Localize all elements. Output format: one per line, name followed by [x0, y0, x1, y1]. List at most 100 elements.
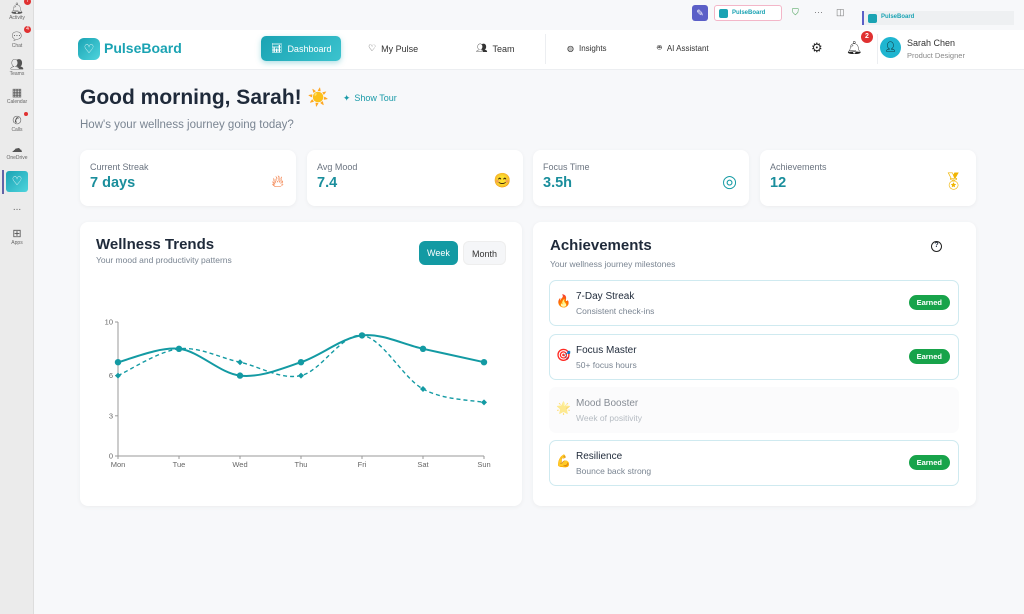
- card-subtitle: Your wellness journey milestones: [550, 259, 676, 269]
- page-subtitle: How's your wellness journey going today?: [80, 119, 294, 131]
- rail-label: Calls: [11, 127, 23, 133]
- heart-icon: ♡: [368, 43, 377, 53]
- achievement-title: 7-Day Streak: [576, 291, 635, 302]
- calendar-icon: ▦: [11, 87, 23, 99]
- stat-label: Achievements: [770, 162, 827, 172]
- rail-onedrive[interactable]: ☁︎ OneDrive: [0, 143, 34, 161]
- x-tick-label: Sat: [417, 460, 429, 469]
- nav-dashboard[interactable]: 📊︎ Dashboard: [261, 36, 342, 61]
- nav-my-pulse[interactable]: ♡ My Pulse: [358, 36, 428, 61]
- data-point-dashed: [176, 345, 182, 352]
- users-icon: 👥︎: [476, 43, 488, 53]
- brain-icon: ◍: [567, 44, 574, 53]
- sidebar-toggle-icon[interactable]: ◫: [836, 7, 845, 17]
- calls-dot: [24, 112, 28, 116]
- nav-ai-assistant[interactable]: 🤖︎ AI Assistant: [647, 36, 719, 61]
- header: ♡ PulseBoard 📊︎ Dashboard ♡ My Pulse 👥︎ Tea…: [35, 30, 1024, 70]
- card-subtitle: Your mood and productivity patterns: [96, 255, 232, 265]
- month-toggle[interactable]: Month: [463, 241, 507, 265]
- stat-card-mood: Avg Mood 7.4 😊: [307, 150, 523, 206]
- wellness-trends-card: Wellness Trends Your mood and productivi…: [80, 222, 522, 506]
- card-title: Wellness Trends: [96, 236, 215, 253]
- compose-icon[interactable]: ✎: [692, 5, 708, 21]
- series-line-dashed: [117, 334, 485, 404]
- smile-icon: 😊: [493, 172, 511, 188]
- rail-more[interactable]: ...: [12, 202, 22, 213]
- nav-insights[interactable]: ◍ Insights: [557, 36, 617, 61]
- nav-label: Dashboard: [287, 43, 332, 54]
- nav-label: Team: [492, 43, 515, 54]
- nav-label: AI Assistant: [666, 44, 709, 53]
- show-tour-button[interactable]: ✦ Show Tour: [343, 93, 397, 104]
- y-tick-label: 6: [109, 371, 113, 380]
- target-icon: 🎯: [556, 348, 571, 362]
- achievement-desc: Bounce back strong: [576, 466, 652, 476]
- achievement-item[interactable]: 💪 Resilience Bounce back strong Earned: [549, 440, 959, 486]
- stat-value: 7 days: [90, 175, 136, 191]
- rail-chat[interactable]: 💬︎ 4 Chat: [0, 26, 34, 49]
- notification-bell-icon[interactable]: 🔔︎: [846, 40, 863, 55]
- stat-label: Avg Mood: [317, 162, 358, 172]
- app-rail: 🔔︎ 7 Activity 💬︎ 4 Chat 👥︎ Teams ▦ Calendar ✆ C…: [0, 0, 34, 614]
- app-icon: [868, 14, 877, 23]
- user-name: Sarah Chen: [907, 38, 956, 48]
- robot-icon: 🤖︎: [657, 43, 662, 52]
- achievement-item-locked[interactable]: 🌟 Mood Booster Week of positivity: [549, 387, 959, 433]
- rail-activity[interactable]: 🔔︎ 7 Activity: [0, 0, 34, 21]
- stat-value: 3.5h: [543, 175, 573, 191]
- rail-teams[interactable]: 👥︎ Teams: [0, 59, 34, 77]
- help-icon[interactable]: ?: [931, 241, 942, 252]
- nav-label: Insights: [578, 44, 607, 53]
- bell-icon: 🔔︎: [10, 3, 24, 15]
- earned-badge: Earned: [908, 295, 950, 310]
- data-point-solid: [236, 372, 244, 379]
- rail-calls[interactable]: ✆ Calls: [0, 112, 34, 133]
- settings-gear-icon[interactable]: ⚙: [811, 40, 823, 55]
- greeting-row: Good morning, Sarah! ☀️ ✦ Show Tour: [80, 86, 397, 110]
- achievement-desc: Week of positivity: [576, 413, 642, 423]
- x-tick-label: Wed: [232, 460, 247, 469]
- user-role: Product Designer: [907, 51, 965, 60]
- teams-icon: 👥︎: [10, 59, 24, 71]
- data-point-solid: [114, 359, 122, 366]
- tour-label: Show Tour: [354, 93, 397, 103]
- nav-label: My Pulse: [381, 43, 419, 54]
- side-tab[interactable]: PulseBoard: [862, 11, 1014, 25]
- data-point-dashed: [298, 372, 304, 379]
- star-icon: 🌟: [556, 401, 571, 415]
- rail-apps[interactable]: ⊞ Apps: [0, 228, 34, 246]
- brand[interactable]: PulseBoard: [104, 40, 182, 56]
- earned-badge: Earned: [908, 349, 950, 364]
- award-icon: 🏅︎: [942, 172, 964, 191]
- achievement-item[interactable]: 🔥 7-Day Streak Consistent check-ins Earned: [549, 280, 959, 326]
- achievements-card: Achievements Your wellness journey miles…: [533, 222, 976, 506]
- rail-label: Teams: [9, 71, 25, 77]
- achievement-item[interactable]: 🎯 Focus Master 50+ focus hours Earned: [549, 334, 959, 380]
- fire-icon: 🔥: [556, 294, 571, 308]
- week-toggle[interactable]: Week: [419, 241, 458, 265]
- logo-heart-icon: ♡: [78, 38, 100, 60]
- divider: [545, 34, 546, 64]
- rail-calendar[interactable]: ▦ Calendar: [0, 87, 34, 105]
- x-tick-label: Fri: [358, 460, 367, 469]
- wellness-line-chart: 0 3 6 10 Mon Tue Wed Thu Fri Sat Sun: [105, 318, 491, 470]
- more-icon[interactable]: ···: [814, 7, 823, 17]
- heart-icon: ♡: [11, 174, 23, 188]
- earned-badge: Earned: [908, 455, 950, 470]
- nav-team[interactable]: 👥︎ Team: [466, 36, 524, 61]
- series-line-solid: [117, 334, 485, 377]
- rail-pulseboard[interactable]: ♡: [6, 171, 28, 192]
- avatar[interactable]: 👤︎: [880, 37, 901, 58]
- achievement-title: Resilience: [576, 451, 623, 462]
- rail-label: Activity: [9, 15, 25, 21]
- rail-label: Calendar: [6, 99, 28, 105]
- achievement-desc: 50+ focus hours: [576, 360, 637, 370]
- divider: [877, 34, 878, 64]
- stat-card-focus: Focus Time 3.5h ◎: [533, 150, 749, 206]
- chart-icon: 📊︎: [271, 43, 283, 53]
- achievement-title: Focus Master: [576, 345, 637, 356]
- y-tick-label: 10: [105, 318, 113, 327]
- data-point-solid: [419, 345, 427, 352]
- shield-icon[interactable]: ⛉: [792, 7, 799, 17]
- pulseboard-tab[interactable]: PulseBoard: [714, 5, 782, 21]
